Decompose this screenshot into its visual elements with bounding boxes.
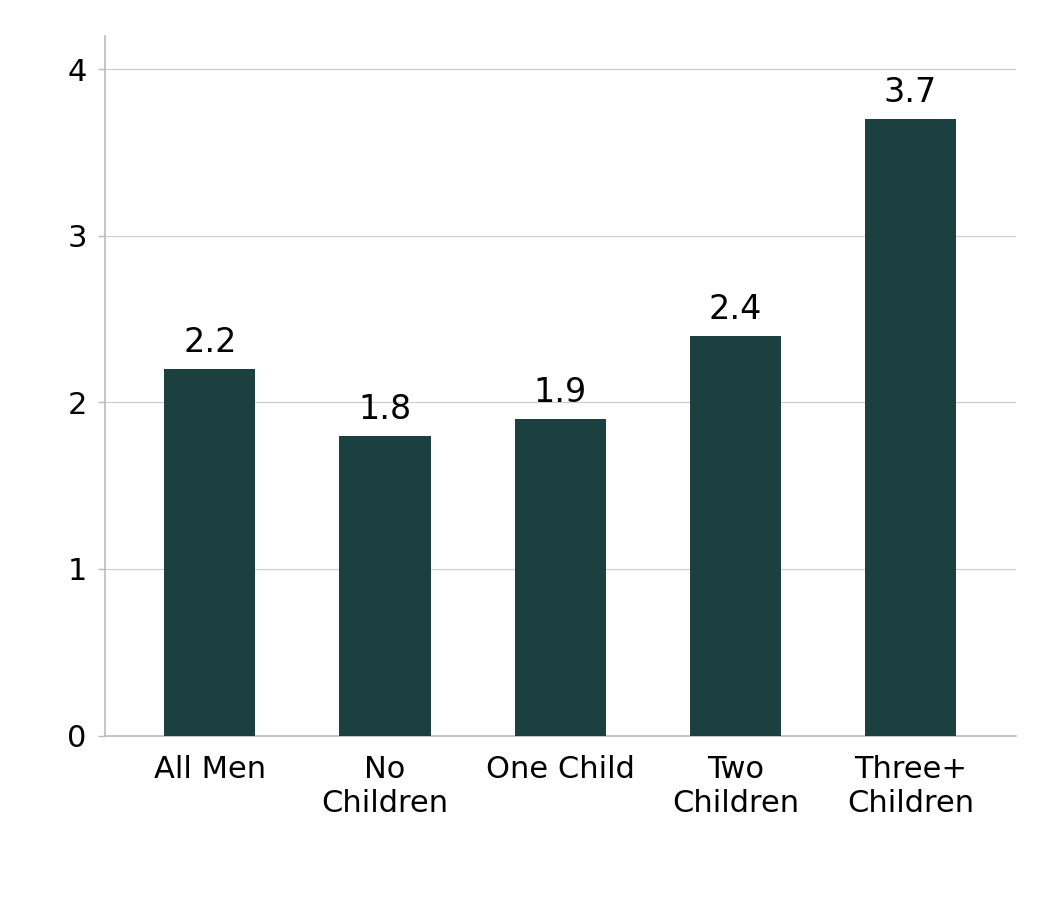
Bar [339,436,430,736]
Bar [164,369,255,736]
Bar [690,335,781,736]
Bar [865,119,956,736]
Text: 1.8: 1.8 [358,393,411,426]
Text: 1.9: 1.9 [534,376,586,409]
Text: 3.7: 3.7 [884,76,937,109]
Text: 2.2: 2.2 [183,326,237,359]
Text: 2.4: 2.4 [709,292,762,326]
Bar [515,419,605,736]
